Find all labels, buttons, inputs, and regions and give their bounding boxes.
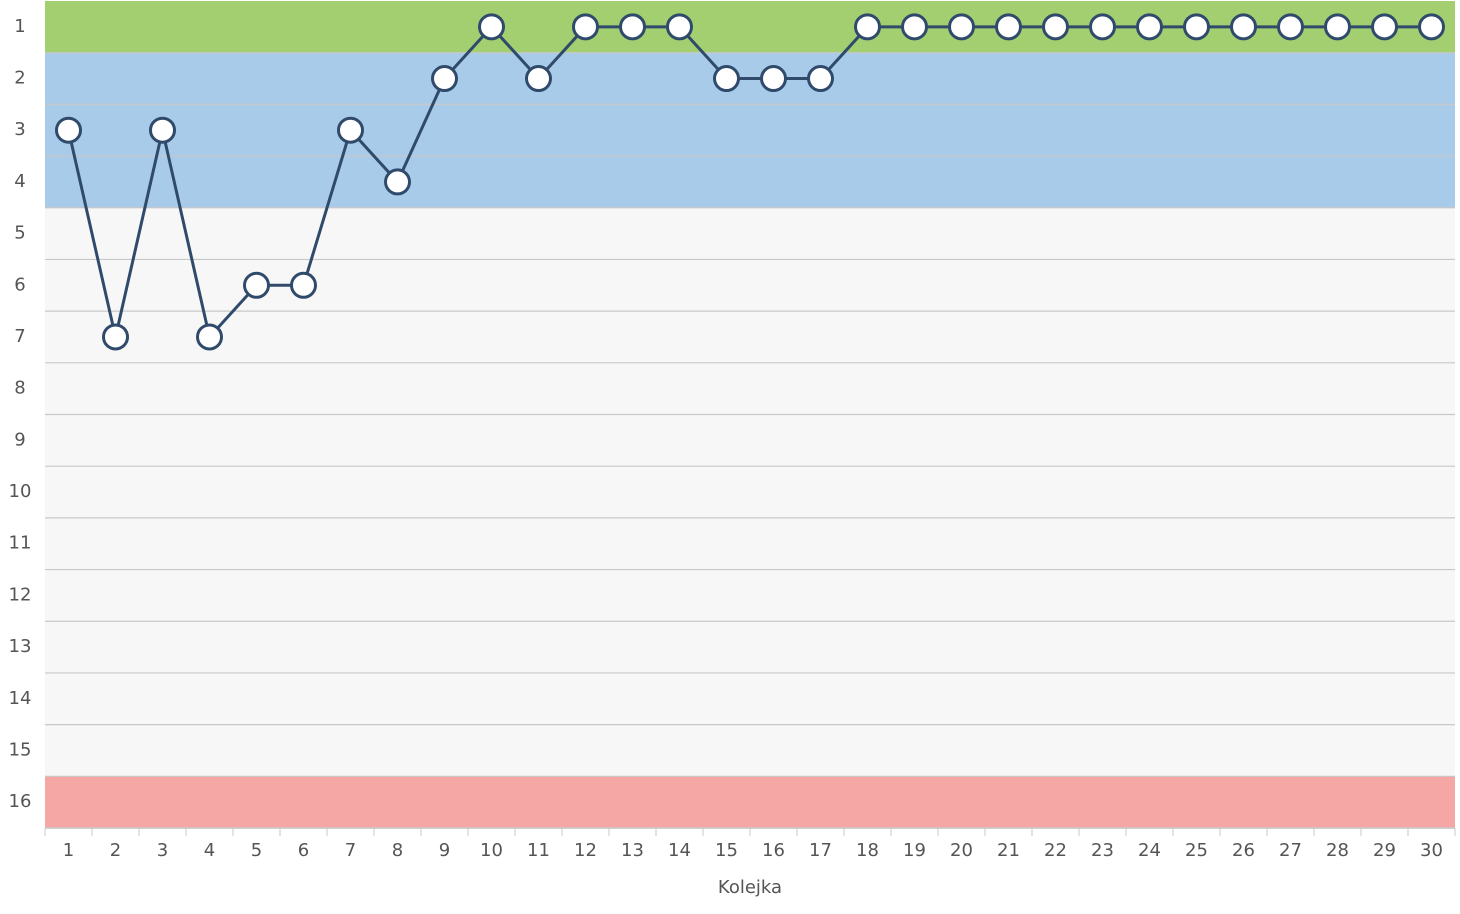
team-marker xyxy=(102,323,129,351)
x-tick-label: 27 xyxy=(1279,840,1302,861)
x-tick-label: 5 xyxy=(251,840,262,861)
x-tick-label: 4 xyxy=(204,840,215,861)
y-tick-label: 12 xyxy=(9,584,32,605)
team-marker xyxy=(55,116,82,144)
y-tick-label: 1 xyxy=(14,16,25,37)
x-tick-label: 29 xyxy=(1373,840,1396,861)
x-axis-label: Kolejka xyxy=(718,877,782,898)
team-marker xyxy=(619,13,646,41)
x-tick-label: 19 xyxy=(903,840,926,861)
x-tick-label: 20 xyxy=(950,840,973,861)
x-tick-label: 16 xyxy=(762,840,785,861)
team-marker xyxy=(666,13,693,41)
x-tick-label: 23 xyxy=(1091,840,1114,861)
x-tick-label: 6 xyxy=(298,840,309,861)
team-marker xyxy=(713,65,740,93)
team-marker xyxy=(290,271,317,299)
team-marker xyxy=(760,65,787,93)
y-tick-label: 13 xyxy=(9,636,32,657)
team-marker xyxy=(525,65,552,93)
zone-band xyxy=(45,52,1455,208)
y-tick-label: 2 xyxy=(14,68,25,89)
x-tick-label: 7 xyxy=(345,840,356,861)
team-marker xyxy=(149,116,176,144)
x-tick-label: 22 xyxy=(1044,840,1067,861)
team-marker xyxy=(384,168,411,196)
team-marker xyxy=(1277,13,1304,41)
x-tick-label: 26 xyxy=(1232,840,1255,861)
y-tick-label: 5 xyxy=(14,223,25,244)
team-marker xyxy=(1042,13,1069,41)
team-marker xyxy=(337,116,364,144)
x-tick-label: 30 xyxy=(1420,840,1443,861)
y-tick-label: 16 xyxy=(9,791,32,812)
team-marker xyxy=(196,323,223,351)
x-tick-label: 24 xyxy=(1138,840,1161,861)
team-marker xyxy=(995,13,1022,41)
x-tick-label: 28 xyxy=(1326,840,1349,861)
y-tick-label: 15 xyxy=(9,739,32,760)
team-marker xyxy=(431,65,458,93)
x-tick-label: 8 xyxy=(392,840,403,861)
x-tick-label: 15 xyxy=(715,840,738,861)
x-tick-label: 2 xyxy=(110,840,121,861)
y-tick-label: 3 xyxy=(14,119,25,140)
x-tick-label: 9 xyxy=(439,840,450,861)
team-marker xyxy=(1136,13,1163,41)
team-marker xyxy=(1089,13,1116,41)
x-tick-label: 11 xyxy=(527,840,550,861)
team-marker xyxy=(478,13,505,41)
y-tick-label: 4 xyxy=(14,171,25,192)
x-tick-label: 17 xyxy=(809,840,832,861)
team-marker xyxy=(1324,13,1351,41)
team-marker xyxy=(1230,13,1257,41)
team-marker xyxy=(1183,13,1210,41)
y-tick-label: 6 xyxy=(14,274,25,295)
y-tick-label: 9 xyxy=(14,429,25,450)
team-marker xyxy=(243,271,270,299)
team-marker xyxy=(854,13,881,41)
x-tick-label: 21 xyxy=(997,840,1020,861)
team-marker xyxy=(948,13,975,41)
team-marker xyxy=(1418,13,1445,41)
x-tick-label: 1 xyxy=(63,840,74,861)
y-tick-label: 7 xyxy=(14,326,25,347)
x-tick-label: 14 xyxy=(668,840,691,861)
x-tick-label: 25 xyxy=(1185,840,1208,861)
x-tick-label: 12 xyxy=(574,840,597,861)
team-marker xyxy=(807,65,834,93)
y-tick-label: 10 xyxy=(9,481,32,502)
team-marker xyxy=(1371,13,1398,41)
team-marker xyxy=(572,13,599,41)
y-tick-label: 11 xyxy=(9,533,32,554)
x-tick-label: 10 xyxy=(480,840,503,861)
y-tick-label: 8 xyxy=(14,378,25,399)
zone-band xyxy=(45,776,1455,828)
x-tick-label: 18 xyxy=(856,840,879,861)
y-tick-label: 14 xyxy=(9,688,32,709)
x-tick-label: 3 xyxy=(157,840,168,861)
team-marker xyxy=(901,13,928,41)
x-tick-label: 13 xyxy=(621,840,644,861)
